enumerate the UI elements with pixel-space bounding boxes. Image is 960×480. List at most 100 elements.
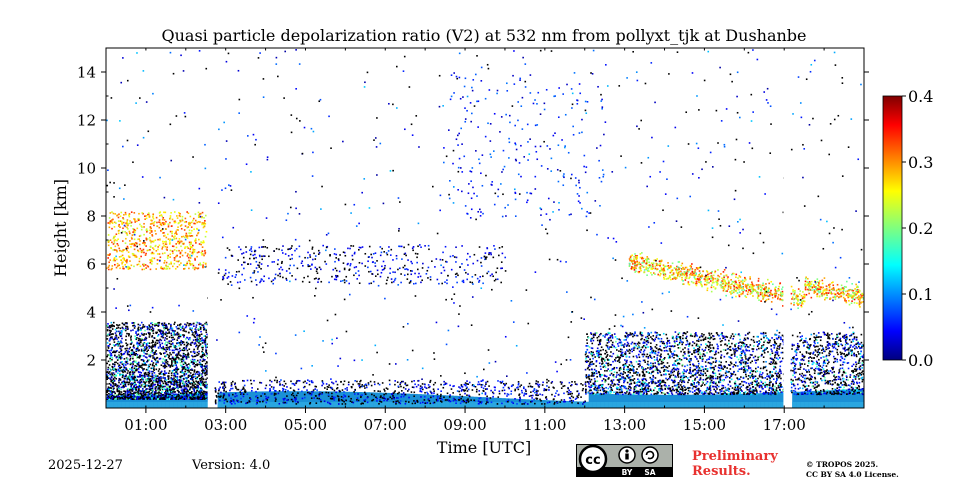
depol-pixel bbox=[563, 400, 565, 403]
depol-pixel bbox=[311, 381, 314, 384]
depol-pixel bbox=[536, 392, 538, 394]
boundary-layer-cell bbox=[700, 394, 706, 408]
depol-pixel bbox=[166, 398, 168, 400]
depol-pixel bbox=[795, 371, 797, 374]
depol-pixel bbox=[356, 400, 359, 403]
depol-pixel bbox=[171, 349, 174, 352]
depol-pixel bbox=[356, 380, 358, 383]
depol-pixel bbox=[835, 390, 838, 392]
depol-pixel bbox=[188, 363, 190, 365]
depol-pixel bbox=[203, 354, 206, 357]
depol-pixel bbox=[650, 342, 652, 345]
depol-pixel bbox=[153, 379, 155, 382]
depol-pixel bbox=[140, 371, 143, 374]
depol-pixel bbox=[821, 352, 824, 354]
surface-cell bbox=[576, 402, 582, 408]
surface-cell bbox=[169, 402, 175, 408]
depol-pixel bbox=[296, 401, 299, 403]
depol-pixel bbox=[183, 334, 186, 337]
depol-pixel bbox=[129, 379, 131, 382]
depol-pixel bbox=[764, 384, 766, 387]
depol-pixel bbox=[143, 383, 145, 386]
depol-pixel bbox=[160, 392, 162, 395]
boundary-layer-cell bbox=[345, 391, 350, 408]
depol-pixel bbox=[193, 352, 196, 355]
boundary-layer-cell bbox=[808, 391, 813, 408]
depol-pixel bbox=[155, 374, 157, 377]
depol-pixel bbox=[809, 381, 812, 384]
surface-cell bbox=[161, 402, 167, 408]
depol-pixel bbox=[162, 376, 165, 379]
depol-pixel bbox=[507, 386, 510, 389]
depol-pixel bbox=[519, 396, 521, 399]
depol-pixel bbox=[140, 359, 143, 361]
depol-pixel bbox=[541, 384, 544, 386]
depol-pixel bbox=[858, 353, 860, 355]
depol-pixel bbox=[143, 333, 146, 335]
depol-pixel bbox=[143, 326, 146, 328]
depol-pixel bbox=[460, 384, 463, 386]
depol-pixel bbox=[535, 390, 538, 393]
depol-pixel bbox=[187, 355, 189, 358]
depol-pixel bbox=[343, 394, 345, 396]
depol-pixel bbox=[194, 377, 197, 380]
depol-pixel bbox=[180, 379, 183, 382]
depol-pixel bbox=[581, 389, 584, 392]
depol-pixel bbox=[139, 379, 142, 381]
depol-pixel bbox=[177, 368, 179, 371]
depol-pixel bbox=[433, 392, 435, 394]
depol-pixel bbox=[168, 385, 171, 388]
depol-pixel bbox=[183, 398, 185, 400]
depol-pixel bbox=[242, 379, 244, 382]
depol-pixel bbox=[714, 351, 717, 353]
depol-pixel bbox=[182, 347, 185, 350]
depol-pixel bbox=[126, 377, 128, 380]
depol-pixel bbox=[152, 345, 155, 348]
depol-pixel bbox=[560, 399, 563, 401]
depol-pixel bbox=[139, 329, 142, 332]
depol-pixel bbox=[172, 390, 174, 393]
depol-pixel bbox=[128, 375, 130, 377]
depol-pixel bbox=[560, 383, 563, 385]
depol-pixel bbox=[260, 382, 263, 384]
depol-pixel bbox=[259, 400, 261, 403]
boundary-layer-cell bbox=[429, 394, 434, 408]
depol-pixel bbox=[108, 389, 110, 392]
depol-pixel bbox=[136, 342, 139, 345]
depol-pixel bbox=[655, 336, 658, 339]
depol-pixel bbox=[347, 395, 350, 398]
depol-pixel bbox=[501, 381, 503, 384]
depol-pixel bbox=[745, 393, 748, 395]
depol-pixel bbox=[127, 350, 129, 352]
depol-pixel bbox=[130, 389, 133, 391]
depol-pixel bbox=[129, 383, 132, 385]
depol-pixel bbox=[681, 392, 684, 394]
depol-pixel bbox=[287, 389, 289, 392]
depol-pixel bbox=[517, 382, 520, 385]
depol-pixel bbox=[192, 396, 195, 398]
depol-pixel bbox=[137, 327, 139, 330]
depol-pixel bbox=[205, 323, 207, 326]
depol-pixel bbox=[429, 402, 432, 405]
depol-pixel bbox=[146, 369, 149, 371]
depol-pixel bbox=[151, 389, 153, 391]
depol-pixel bbox=[135, 368, 137, 371]
depol-pixel bbox=[195, 386, 198, 389]
depol-pixel bbox=[158, 392, 161, 394]
depol-pixel bbox=[111, 328, 114, 330]
surface-cell bbox=[504, 402, 510, 408]
depol-pixel bbox=[231, 399, 234, 402]
depol-pixel bbox=[137, 393, 140, 395]
depol-pixel bbox=[145, 333, 147, 335]
depol-pixel bbox=[181, 358, 184, 360]
depol-pixel bbox=[803, 390, 806, 393]
depol-pixel bbox=[163, 372, 166, 374]
depol-pixel bbox=[114, 363, 116, 366]
depol-pixel bbox=[180, 341, 182, 343]
depol-pixel bbox=[167, 328, 169, 331]
depol-pixel bbox=[180, 340, 183, 342]
depol-pixel bbox=[129, 378, 132, 381]
depol-pixel bbox=[174, 368, 177, 371]
depol-pixel bbox=[799, 331, 801, 334]
surface-cell bbox=[333, 402, 338, 408]
